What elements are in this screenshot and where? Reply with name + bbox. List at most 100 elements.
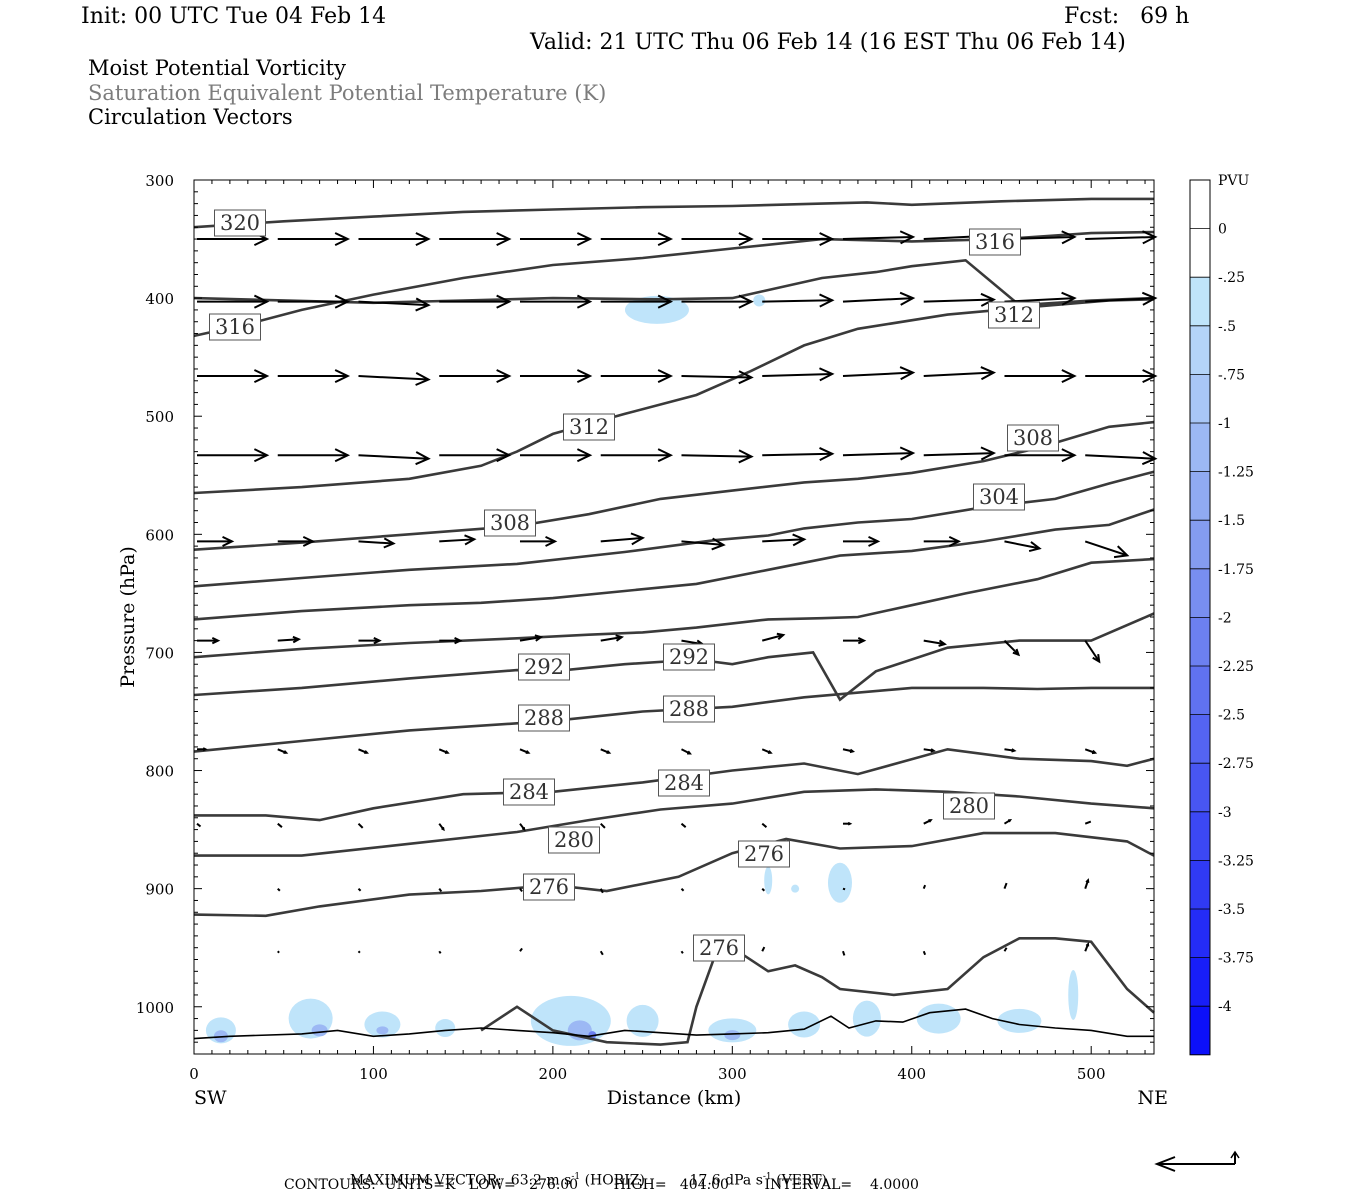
contour-label-text: 276 <box>699 936 739 960</box>
colorbar-segment <box>1190 277 1210 326</box>
max-vertical-vector: 17.6 dPa s <box>689 1172 763 1189</box>
vector-shaft <box>680 887 685 892</box>
contour-label: 284 <box>658 769 710 797</box>
circulation-vector <box>842 535 881 547</box>
vector-head <box>1092 653 1101 664</box>
pv-shading-blob <box>530 995 611 1046</box>
vector-head <box>444 750 450 754</box>
vector-head <box>857 636 867 645</box>
vector-shaft <box>842 235 914 241</box>
theta-es-contour-268 <box>480 937 1155 1046</box>
circulation-vector <box>277 448 351 463</box>
theta-es-contour-280 <box>194 747 1155 822</box>
vector-head <box>980 292 997 307</box>
colorbar-label: -4 <box>1218 999 1232 1015</box>
field-title-theta-es: Saturation Equivalent Potential Temperat… <box>88 81 607 105</box>
vector-head <box>253 369 270 384</box>
vector-shaft <box>600 536 643 543</box>
contour-label: 288 <box>663 695 715 723</box>
circulation-vector <box>438 950 442 954</box>
circulation-vector <box>842 636 867 645</box>
circulation-vector <box>519 448 593 463</box>
pv-shading-blob <box>364 1011 401 1038</box>
vector-head <box>576 294 593 309</box>
circulation-vector <box>680 950 684 954</box>
contour-label-text: 288 <box>669 697 709 721</box>
theta-es-contour-272 <box>193 831 1155 918</box>
circulation-vector <box>439 636 463 645</box>
vector-shaft <box>762 538 805 543</box>
reference-vector <box>1154 1150 1240 1172</box>
pv-shading-blob <box>852 1000 881 1037</box>
circulation-vector <box>842 950 846 956</box>
vector-shaft <box>923 452 994 457</box>
contour-label-text: 308 <box>1013 426 1053 450</box>
contour-label-box <box>1007 424 1059 452</box>
vector-shaft <box>1004 297 1075 303</box>
pv-shading-blob <box>1068 969 1079 1020</box>
vector-head <box>1085 878 1090 884</box>
x-tick-label: 400 <box>897 1065 926 1083</box>
forecast-hour: Fcst: 69 h <box>1064 4 1190 29</box>
vector-head <box>1142 369 1158 384</box>
circulation-vector <box>681 748 692 755</box>
contour-label-text: 292 <box>669 645 709 669</box>
circulation-vector <box>1085 369 1158 384</box>
contour-label-box <box>969 228 1021 256</box>
vector-shaft <box>681 375 752 379</box>
circulation-vector <box>761 748 773 754</box>
terrain-line <box>193 1008 1154 1040</box>
circulation-vector <box>761 632 786 642</box>
colorbar-segment <box>1190 666 1210 715</box>
circulation-vector <box>519 634 544 642</box>
circulation-vector <box>1085 230 1158 245</box>
vector-shaft <box>761 887 766 892</box>
theta-es-contour-288 <box>193 612 1155 702</box>
circulation-vector <box>277 294 351 309</box>
colorbar-label: -1.75 <box>1218 562 1254 578</box>
max-horizontal-vector: 63.2 m s <box>510 1172 572 1189</box>
colorbar-label: -3.25 <box>1218 853 1254 869</box>
vector-head <box>711 537 726 551</box>
vector-shaft <box>1085 297 1156 303</box>
circulation-vector <box>923 366 997 381</box>
vector-shaft <box>762 452 833 457</box>
vector-shaft <box>357 950 361 954</box>
vector-head <box>899 366 916 381</box>
colorbar-segment <box>1190 228 1210 278</box>
vector-head <box>415 451 431 466</box>
contour-label-box <box>943 792 995 820</box>
circulation-vector <box>922 950 927 956</box>
circulation-vector <box>681 232 754 247</box>
vector-shaft <box>1003 882 1008 889</box>
circulation-vector <box>1003 818 1013 825</box>
circulation-vector <box>357 950 361 954</box>
circulation-vector <box>519 888 523 893</box>
vector-shaft <box>438 888 443 893</box>
y-tick-label: 1000 <box>136 999 174 1017</box>
contour-label: 280 <box>943 792 995 820</box>
vector-shaft <box>277 950 280 954</box>
colorbar-label: -2.75 <box>1218 756 1254 772</box>
y-axis-title: Pressure (hPa) <box>117 546 139 688</box>
vector-shaft <box>600 822 606 829</box>
vector-head <box>334 448 351 463</box>
circulation-vector <box>842 821 853 826</box>
colorbar-label: -2.25 <box>1218 659 1254 675</box>
contour-label: 320 <box>214 209 266 237</box>
circulation-vector <box>358 371 431 386</box>
circulation-vector <box>1084 748 1098 755</box>
circulation-vector <box>1084 878 1090 889</box>
vector-head <box>415 371 431 386</box>
circulation-vector <box>599 888 604 894</box>
colorbar-segment <box>1190 1006 1210 1055</box>
circulation-vector <box>197 535 235 547</box>
vector-shaft <box>600 636 622 642</box>
vector-shaft <box>923 298 994 303</box>
contour-label-box <box>209 313 261 341</box>
vector-shaft <box>680 950 684 954</box>
vector-shaft <box>357 887 362 892</box>
contour-label: 276 <box>693 934 745 962</box>
vertical-unit: (VERT) <box>776 1172 827 1189</box>
contour-label-text: 316 <box>975 230 1015 254</box>
